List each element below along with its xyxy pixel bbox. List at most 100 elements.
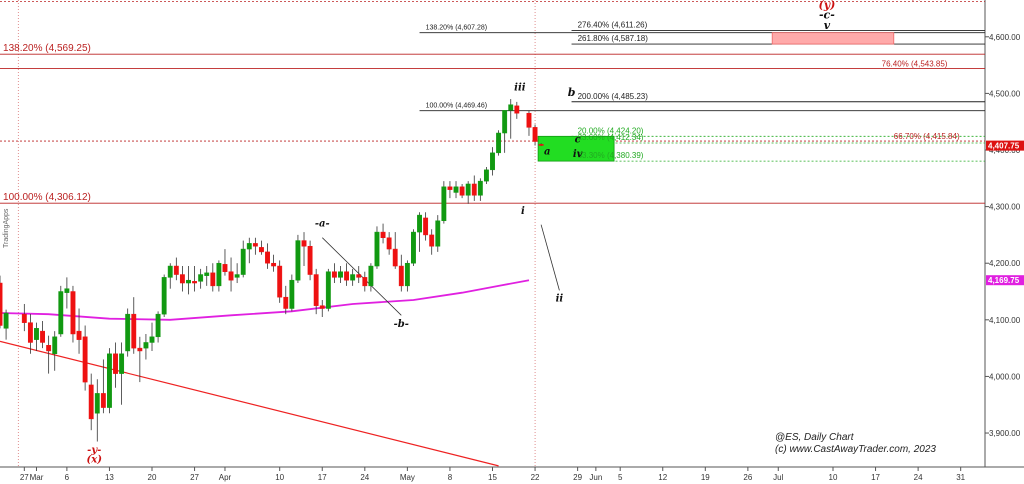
candle-body [161, 277, 167, 315]
candle [453, 181, 459, 199]
side-brand-label: TradingApps [3, 208, 10, 248]
time-tick-label: 20 [148, 473, 157, 482]
candle [155, 311, 161, 343]
candle-body [173, 265, 179, 275]
wave-label: v [824, 19, 831, 32]
candle [246, 237, 252, 264]
candle [289, 274, 295, 312]
wave-label: -c- [819, 9, 835, 22]
wave-label: c [575, 135, 581, 146]
price-tick-label: 4,600.00 [989, 33, 1021, 42]
candle [356, 266, 362, 284]
candle-body [441, 186, 447, 222]
candle-body [283, 296, 289, 309]
candle-body [137, 347, 143, 352]
fib-level-label: 100.00% (4,469.46) [426, 103, 488, 110]
candle [222, 249, 228, 276]
candle-body [204, 272, 210, 276]
candle [40, 320, 46, 349]
watermark-line: (c) www.CastAwayTrader.com, 2023 [775, 444, 936, 455]
price-tick-label: 4,000.00 [989, 372, 1021, 381]
candle [514, 101, 520, 119]
candle-body [477, 180, 483, 196]
price-tick-label: 4,200.00 [989, 259, 1021, 268]
candle [459, 183, 465, 199]
candle [392, 232, 398, 269]
candle [82, 325, 88, 391]
candle [325, 268, 331, 312]
candle-body [368, 265, 374, 287]
candle [228, 257, 234, 292]
fib-level-label: 200.00% (4,485.23) [578, 92, 649, 101]
candle-body [532, 127, 538, 142]
candle [198, 268, 204, 289]
candle [0, 275, 3, 329]
wave-label: iv [573, 149, 583, 160]
candle [350, 268, 356, 286]
moving-average-tag-text: 4,169.75 [988, 276, 1020, 285]
candle-body [82, 336, 88, 383]
candle [70, 285, 76, 343]
wave-label: (y) [819, 0, 836, 11]
fib-level-label: 100.00% (4,306.12) [3, 192, 91, 203]
candle [252, 237, 258, 255]
candle-body [404, 262, 410, 287]
candle [277, 260, 283, 303]
time-tick-label: 8 [448, 473, 453, 482]
candle-body [216, 262, 222, 287]
candle-body [228, 271, 234, 281]
candle [374, 226, 380, 269]
plot-area [0, 0, 1024, 468]
candle [483, 166, 489, 184]
candle [119, 342, 125, 405]
last-price-tag-box [986, 140, 1024, 151]
candle-body [155, 313, 161, 338]
candle-body [179, 274, 185, 284]
candle-body [483, 169, 489, 182]
candle-body [362, 277, 368, 287]
candle [76, 308, 82, 354]
candle-body [325, 271, 331, 309]
candle [265, 243, 270, 269]
candle-body [350, 274, 356, 281]
candle [186, 266, 191, 295]
time-tick-label: Apr [219, 473, 232, 482]
candle-body [252, 243, 258, 247]
candle [532, 124, 538, 146]
candle [52, 331, 58, 371]
time-tick-label: 13 [105, 473, 114, 482]
time-tick-label: 24 [360, 473, 369, 482]
candle-body [64, 288, 70, 293]
time-tick-label: 10 [275, 473, 284, 482]
candle-body [234, 274, 240, 278]
candle-body [295, 240, 301, 281]
candle-body [319, 305, 325, 309]
fib-level-label: 261.80% (4,587.18) [578, 34, 649, 43]
moving-average-tag: 4,169.75 [986, 275, 1024, 286]
time-tick-label: 15 [488, 473, 497, 482]
wave-label: b [568, 86, 576, 99]
candle [46, 335, 52, 374]
candle-body [58, 291, 64, 335]
candle [477, 178, 483, 201]
price-tick-label: 4,100.00 [989, 316, 1021, 325]
candle-body [423, 217, 429, 236]
candle-body [40, 330, 46, 343]
candle [204, 266, 210, 286]
candle-body [240, 248, 246, 275]
price-axis[interactable]: 4,600.004,500.004,400.004,300.004,200.00… [985, 33, 1024, 438]
time-tick-label: 12 [658, 473, 667, 482]
candle [173, 257, 179, 281]
candle [100, 359, 106, 414]
candle [21, 303, 27, 332]
candle [88, 373, 94, 431]
candle-body [246, 243, 252, 250]
candle [435, 215, 441, 252]
candle [380, 223, 386, 244]
candle-body [198, 274, 204, 282]
candle-body [338, 271, 343, 278]
time-tick-label: 31 [956, 473, 965, 482]
candle [386, 232, 392, 255]
time-axis[interactable]: 27 Mar 6 13 20 27 Apr 10 17 24 May 8 15 22 29 Jun 5 12 19 2… [20, 467, 966, 482]
